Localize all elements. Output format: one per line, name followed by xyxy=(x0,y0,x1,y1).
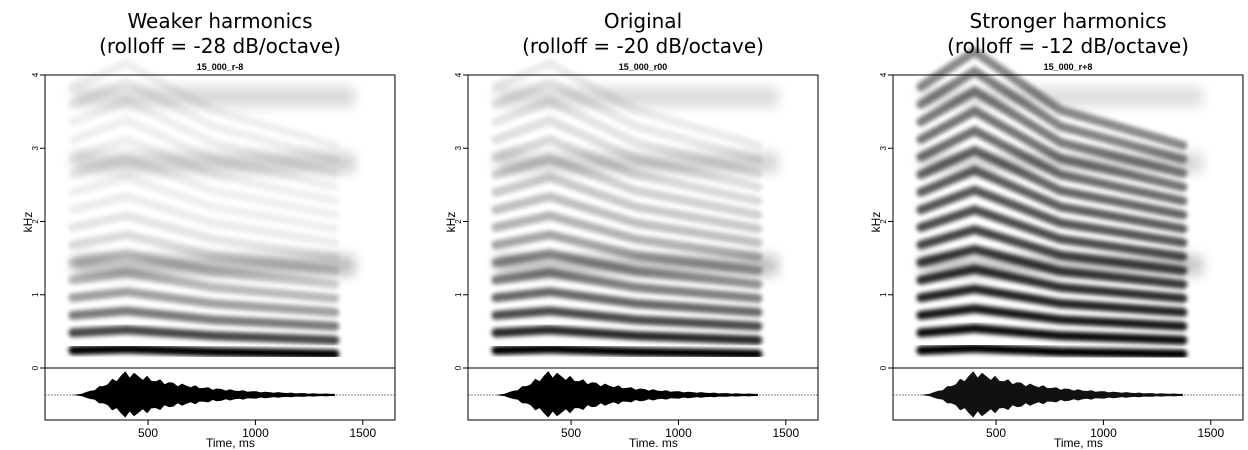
harmonic xyxy=(491,172,763,234)
file-label: 15_000_r00 xyxy=(619,62,668,72)
plot-frame xyxy=(467,74,819,421)
waveform xyxy=(72,371,335,418)
harmonic xyxy=(916,304,1188,331)
harmonic xyxy=(916,145,1188,220)
x-tick-label: 1500 xyxy=(772,426,799,440)
harmonic xyxy=(916,205,1188,262)
harmonic xyxy=(68,230,340,276)
x-tick-label: 500 xyxy=(138,426,158,440)
harmonic xyxy=(916,323,1188,345)
harmonic xyxy=(68,134,340,206)
harmonic xyxy=(916,65,1188,164)
harmonic xyxy=(491,325,763,345)
harmonic xyxy=(491,191,763,248)
harmonic xyxy=(916,224,1188,276)
y-tick-label: 1 xyxy=(454,292,463,297)
harmonic xyxy=(491,287,763,317)
harmonic xyxy=(916,46,1188,150)
spectrogram xyxy=(68,58,355,359)
chart-title: Stronger harmonics xyxy=(970,9,1167,33)
harmonic xyxy=(68,306,340,331)
harmonic xyxy=(491,153,763,220)
spectrogram xyxy=(916,46,1203,359)
harmonic xyxy=(491,268,763,303)
harmonic xyxy=(916,244,1188,289)
harmonic xyxy=(68,96,340,178)
harmonic xyxy=(916,343,1188,359)
y-tick-label: 3 xyxy=(31,145,40,150)
harmonic xyxy=(68,172,340,234)
chart-title: Original xyxy=(604,9,682,33)
harmonic xyxy=(491,77,763,164)
y-tick-label: 4 xyxy=(879,72,888,77)
harmonic xyxy=(68,325,340,345)
y-tick-label: 0 xyxy=(454,365,463,370)
harmonic xyxy=(491,115,763,192)
chart-title: Weaker harmonics xyxy=(127,9,312,33)
x-tick-label: 500 xyxy=(561,426,581,440)
harmonic xyxy=(68,210,340,262)
y-tick-label: 1 xyxy=(31,292,40,297)
harmonic xyxy=(916,85,1188,178)
y-tick-label: 3 xyxy=(454,145,463,150)
chart-subtitle: (rolloff = -28 dB/octave) xyxy=(99,34,341,58)
chart-subtitle: (rolloff = -12 dB/octave) xyxy=(947,34,1189,58)
harmonic xyxy=(68,344,340,359)
harmonic xyxy=(68,77,340,164)
y-tick-label: 1 xyxy=(879,292,888,297)
harmonic xyxy=(916,264,1188,303)
x-tick-label: 1000 xyxy=(665,426,692,440)
harmonic xyxy=(491,230,763,276)
plot-frame xyxy=(44,74,396,421)
waveform xyxy=(920,371,1183,418)
y-axis-label: kHz xyxy=(444,212,458,233)
harmonic xyxy=(491,249,763,289)
harmonic xyxy=(916,284,1188,317)
harmonic xyxy=(68,115,340,192)
harmonic xyxy=(491,134,763,206)
y-tick-label: 2 xyxy=(879,219,888,224)
x-axis-label: Time, ms xyxy=(1054,436,1103,450)
x-tick-label: 1500 xyxy=(349,426,376,440)
harmonic xyxy=(491,210,763,262)
x-tick-label: 1000 xyxy=(242,426,269,440)
harmonic xyxy=(491,96,763,178)
y-tick-label: 0 xyxy=(879,365,888,370)
y-tick-label: 3 xyxy=(879,145,888,150)
harmonic xyxy=(916,105,1188,192)
file-label: 15_000_r+8 xyxy=(1044,62,1093,72)
harmonic xyxy=(916,165,1188,234)
harmonic xyxy=(916,125,1188,206)
y-tick-label: 2 xyxy=(31,219,40,224)
y-tick-label: 4 xyxy=(454,72,463,77)
x-axis-label: Time. ms xyxy=(629,436,678,450)
harmonic xyxy=(68,191,340,248)
y-tick-label: 4 xyxy=(31,72,40,77)
plot-frame xyxy=(892,74,1244,421)
y-tick-label: 0 xyxy=(31,365,40,370)
x-tick-label: 1000 xyxy=(1090,426,1117,440)
waveform xyxy=(495,371,758,418)
x-tick-label: 500 xyxy=(986,426,1006,440)
harmonic xyxy=(68,287,340,317)
harmonic xyxy=(491,306,763,331)
x-axis-label: Time, ms xyxy=(206,436,255,450)
harmonic xyxy=(68,249,340,289)
y-tick-label: 2 xyxy=(454,219,463,224)
y-axis-label: kHz xyxy=(869,212,883,233)
harmonic xyxy=(68,153,340,220)
harmonic xyxy=(916,185,1188,248)
chart-subtitle: (rolloff = -20 dB/octave) xyxy=(522,34,764,58)
x-tick-label: 1500 xyxy=(1197,426,1224,440)
harmonic xyxy=(68,268,340,303)
harmonic xyxy=(491,344,763,359)
y-axis-label: kHz xyxy=(21,212,35,233)
file-label: 15_000_r-8 xyxy=(197,62,244,72)
spectrogram xyxy=(491,58,778,359)
